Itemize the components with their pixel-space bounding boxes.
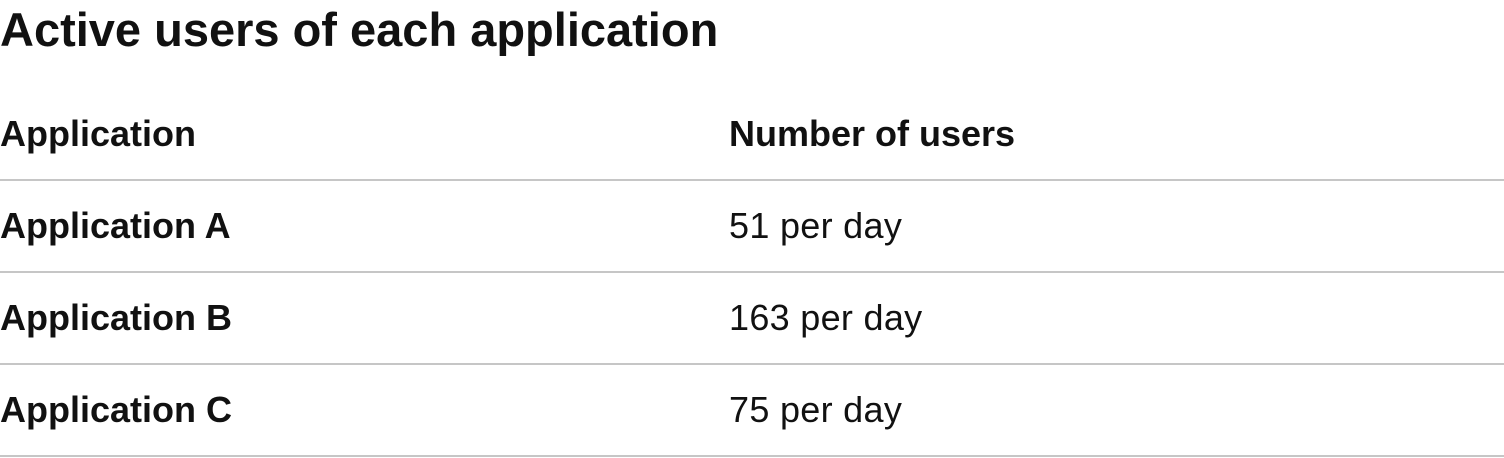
table-row: Application C 75 per day — [0, 364, 1504, 457]
column-header-number-of-users: Number of users — [729, 89, 1504, 181]
users-table: Application Number of users Application … — [0, 89, 1504, 457]
users-count-cell: 51 per day — [729, 180, 1504, 273]
table-row: Application B 163 per day — [0, 272, 1504, 365]
page-title: Active users of each application — [0, 3, 719, 56]
users-count-cell: 75 per day — [729, 364, 1504, 457]
table-header-row: Application Number of users — [0, 89, 1504, 181]
users-count-cell: 163 per day — [729, 272, 1504, 365]
table-row: Application A 51 per day — [0, 180, 1504, 273]
application-name-cell: Application C — [0, 364, 729, 457]
column-header-application: Application — [0, 89, 729, 181]
application-name-cell: Application B — [0, 272, 729, 365]
application-name-cell: Application A — [0, 180, 729, 273]
